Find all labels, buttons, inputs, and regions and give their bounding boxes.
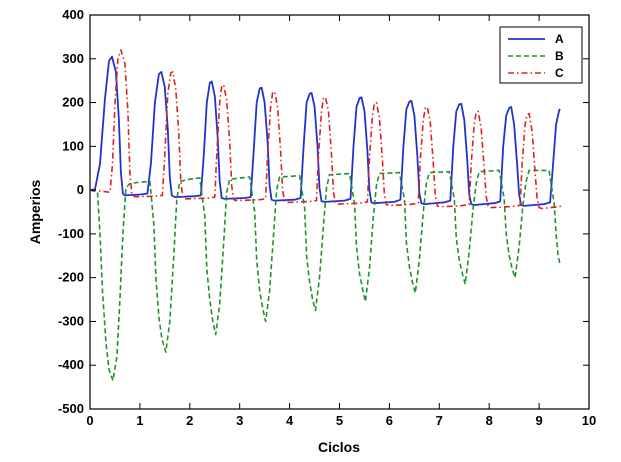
x-tick-label: 1 bbox=[136, 413, 143, 428]
legend-box bbox=[499, 26, 583, 84]
series-line-b bbox=[89, 169, 561, 382]
legend: A B C bbox=[499, 26, 583, 84]
y-tick-label: -400 bbox=[58, 357, 84, 372]
x-tick-label: 3 bbox=[236, 413, 243, 428]
y-tick-label: -300 bbox=[58, 313, 84, 328]
x-tick-label: 10 bbox=[582, 413, 596, 428]
x-tick-label: 7 bbox=[436, 413, 443, 428]
y-tick-label: 0 bbox=[77, 182, 84, 197]
x-tick-label: 4 bbox=[286, 413, 294, 428]
series-layer bbox=[89, 49, 562, 382]
x-tick-label: 5 bbox=[336, 413, 343, 428]
x-axis-title: Ciclos bbox=[318, 439, 360, 455]
y-tick-label: -100 bbox=[58, 226, 84, 241]
legend-label-a: A bbox=[555, 32, 564, 46]
y-tick-label: -500 bbox=[58, 401, 84, 416]
x-tick-label: 0 bbox=[86, 413, 93, 428]
x-tick-label: 6 bbox=[386, 413, 393, 428]
legend-label-b: B bbox=[555, 49, 564, 63]
tick-layer: 0 1 2 3 4 5 6 7 8 9 10 -500 -400 -300 -200 -100 0 100 200 3… bbox=[58, 7, 596, 428]
y-tick-label: 400 bbox=[62, 7, 84, 22]
x-tick-label: 9 bbox=[535, 413, 542, 428]
y-tick-label: 300 bbox=[62, 51, 84, 66]
legend-label-c: C bbox=[555, 66, 564, 80]
x-tick-label: 2 bbox=[186, 413, 193, 428]
x-tick-label: 8 bbox=[486, 413, 493, 428]
y-tick-label: 100 bbox=[62, 138, 84, 153]
y-axis-title: Amperios bbox=[27, 180, 43, 245]
y-tick-label: 200 bbox=[62, 95, 84, 110]
y-tick-label: -200 bbox=[58, 270, 84, 285]
series-line-c bbox=[89, 49, 562, 210]
